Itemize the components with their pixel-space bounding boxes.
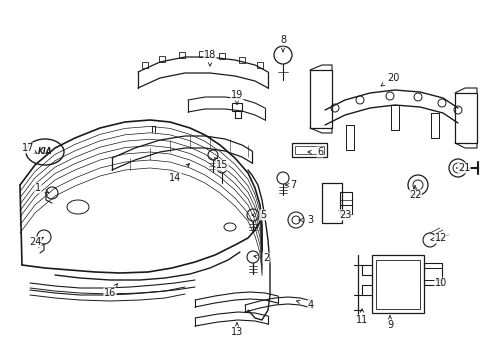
- Text: 16: 16: [103, 288, 116, 298]
- Bar: [142, 62, 148, 68]
- Bar: [231, 103, 242, 111]
- Text: 10: 10: [434, 278, 446, 288]
- Text: 23: 23: [338, 210, 350, 220]
- Text: KIA: KIA: [38, 148, 52, 157]
- Text: 15: 15: [215, 160, 228, 170]
- Bar: [159, 56, 164, 62]
- Text: 21: 21: [457, 163, 469, 173]
- Text: 7: 7: [289, 180, 296, 190]
- Bar: [199, 51, 204, 57]
- Text: 22: 22: [408, 190, 420, 200]
- Bar: [291, 143, 326, 157]
- Text: 14: 14: [168, 173, 181, 183]
- Ellipse shape: [26, 139, 64, 165]
- Bar: [309, 70, 331, 128]
- Text: 12: 12: [434, 233, 446, 243]
- Text: 1: 1: [35, 183, 41, 193]
- Bar: [294, 146, 324, 154]
- Bar: [423, 263, 441, 285]
- Text: 13: 13: [230, 327, 243, 337]
- Bar: [339, 192, 351, 214]
- Text: 4: 4: [307, 300, 313, 310]
- Text: 11: 11: [355, 315, 367, 325]
- Text: 18: 18: [203, 50, 216, 60]
- Bar: [454, 93, 476, 143]
- Text: 2: 2: [263, 253, 268, 263]
- Text: 20: 20: [386, 73, 398, 83]
- Bar: [219, 53, 224, 59]
- Text: 9: 9: [386, 320, 392, 330]
- Text: 5: 5: [259, 210, 265, 220]
- Bar: [375, 260, 419, 309]
- Text: 6: 6: [316, 147, 323, 157]
- Text: 3: 3: [306, 215, 312, 225]
- Bar: [179, 52, 184, 58]
- Bar: [371, 255, 423, 313]
- Text: 17: 17: [22, 143, 34, 153]
- Text: 24: 24: [29, 237, 41, 247]
- Bar: [257, 62, 263, 68]
- Bar: [239, 57, 244, 63]
- Text: 8: 8: [279, 35, 285, 45]
- Text: 19: 19: [230, 90, 243, 100]
- Bar: [321, 183, 341, 223]
